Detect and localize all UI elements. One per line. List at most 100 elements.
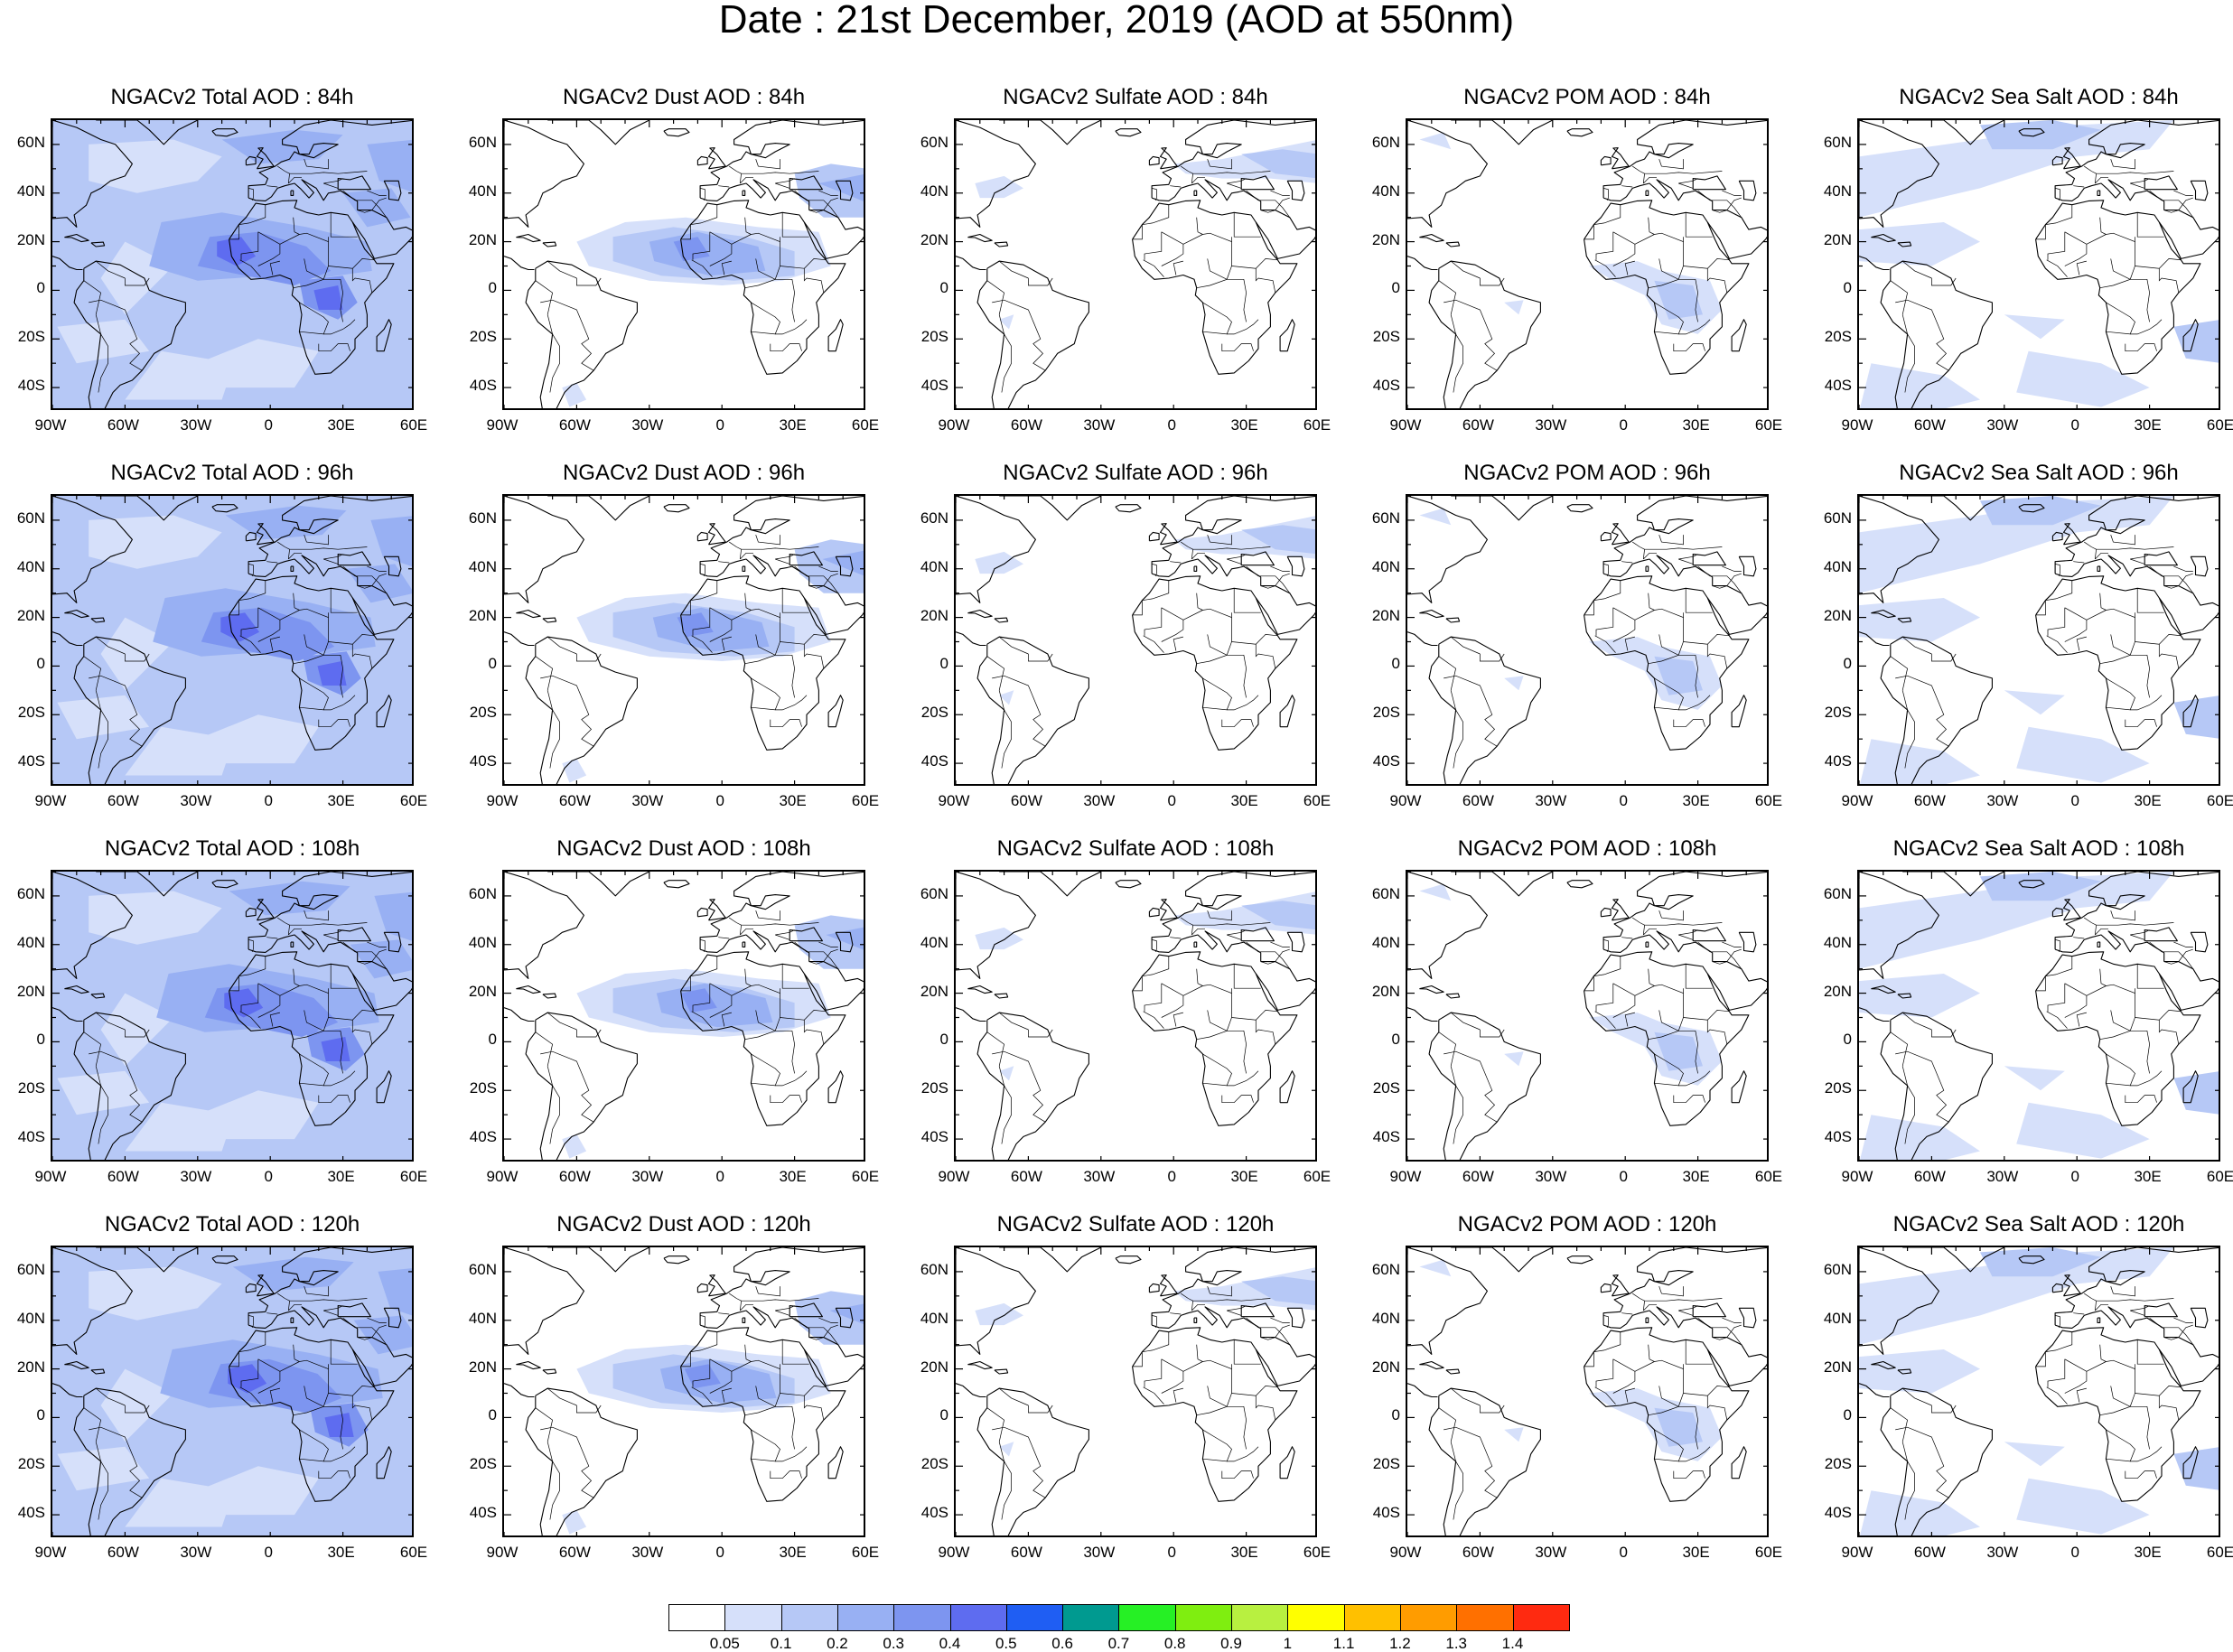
lon-tick-label: 30W (180, 1544, 212, 1561)
country-border (2055, 1315, 2060, 1328)
country-border (547, 1066, 553, 1086)
country-border (700, 188, 705, 201)
aod-contour-region (1980, 872, 2101, 901)
country-border (1624, 636, 1635, 651)
country-border (95, 1066, 101, 1086)
lon-tick-label: 60E (399, 416, 428, 434)
country-border (95, 260, 126, 279)
lat-tick-label: 20S (17, 704, 45, 722)
coastline-arabia (2158, 210, 2219, 259)
coastline-greenland (1902, 872, 2005, 897)
country-border (998, 314, 1004, 334)
lon-tick-label: 60E (1754, 1544, 1783, 1561)
coastline-arabia (803, 585, 864, 635)
country-border (1270, 1317, 1290, 1323)
aod-map-canvas (52, 120, 412, 408)
panel-title: NGACv2 Sea Salt AOD : 96h (1899, 461, 2179, 485)
aod-contour-region (1419, 508, 1452, 526)
colorbar-swatch (780, 1604, 839, 1631)
coastline-madagascar (2182, 319, 2199, 352)
country-border (1270, 565, 1290, 572)
aod-contour-region (1859, 1247, 2174, 1345)
country-border (2110, 634, 2131, 656)
coastline-greenland (96, 120, 199, 145)
coastline-europe-south (2054, 930, 2165, 962)
country-border (1643, 552, 1657, 560)
page-title: Date : 21st December, 2019 (AOD at 550nm… (718, 0, 1515, 42)
country-border (755, 1010, 776, 1031)
country-border (781, 964, 809, 989)
country-border (1890, 656, 1908, 691)
lat-tick-label: 20S (1372, 704, 1400, 722)
country-border (740, 552, 753, 560)
country-border (1450, 1442, 1456, 1461)
country-border (780, 1010, 827, 1021)
country-border (1658, 1010, 1679, 1031)
country-border (2086, 608, 2135, 621)
colorbar-label: 0.05 (709, 1635, 740, 1652)
lat-tick-label: 20S (920, 1079, 948, 1097)
country-border (1221, 1470, 1254, 1479)
lat-tick-label: 20S (920, 328, 948, 346)
lon-tick-label: 90W (486, 1544, 519, 1561)
country-border (98, 1461, 108, 1520)
country-border (1678, 1446, 1711, 1462)
lon-tick-label: 0 (264, 416, 273, 434)
lat-tick-label: 20N (920, 982, 948, 1000)
lon-tick-label: 30W (1535, 1544, 1567, 1561)
country-border (1632, 165, 1645, 184)
aod-contour-region (1859, 120, 2174, 218)
coastline-hispaniola (1445, 1368, 1461, 1375)
country-border (328, 634, 375, 645)
country-border (2173, 941, 2193, 947)
country-border (240, 1358, 259, 1387)
country-border (1722, 565, 1742, 572)
coastline-central-america (1407, 1007, 1438, 1022)
coastline-madagascar (1279, 1070, 1295, 1104)
coastline-north-america (956, 1247, 1036, 1355)
colorbar-label: 1.3 (1445, 1635, 1467, 1652)
coastline-arabia (1706, 585, 1767, 635)
country-borders (1890, 910, 2194, 1144)
coastline-arabia (2158, 585, 2219, 635)
country-border (318, 343, 350, 352)
country-border (89, 1426, 143, 1498)
country-border (547, 1442, 553, 1461)
lat-tick-label: 20S (469, 1079, 497, 1097)
coastline-black-sea (2144, 175, 2178, 191)
coastline-med-islands (1645, 565, 1649, 572)
country-border (998, 690, 1004, 710)
lat-tick-label: 60N (920, 509, 948, 527)
country-border (95, 636, 126, 655)
country-border (1233, 964, 1261, 989)
coastline-britain (1611, 1274, 1630, 1297)
lon-tick-label: 60W (1010, 1168, 1042, 1185)
country-border (367, 190, 387, 196)
country-borders (1890, 534, 2194, 769)
country-border (741, 1298, 819, 1302)
lon-tick-label: 60W (558, 1544, 591, 1561)
lon-tick-label: 60E (1303, 792, 1331, 809)
coastline-madagascar (376, 1070, 392, 1104)
country-border (1196, 1344, 1203, 1362)
axis-ticks (956, 120, 1315, 408)
coastline-hispaniola (1445, 617, 1461, 623)
coastline-black-sea (1240, 1302, 1275, 1318)
coastline-black-sea (1692, 1302, 1726, 1318)
coastline-north-america (1859, 120, 1939, 228)
aod-contour-region (1241, 901, 1315, 930)
country-border (269, 1387, 280, 1403)
coastline-britain (1611, 147, 1630, 170)
country-border (744, 593, 752, 611)
coastline-south-america (1428, 1012, 1541, 1160)
country-borders (1890, 158, 2194, 393)
lat-tick-label: 20N (16, 230, 45, 248)
lon-tick-label: 0 (1619, 416, 1628, 434)
country-border (2163, 1324, 2193, 1340)
country-border (1685, 588, 1713, 613)
country-border (986, 1031, 1004, 1067)
country-border (1152, 1315, 1157, 1328)
coastline-iceland (211, 504, 238, 513)
map-panel-pom-120h (1406, 1246, 1769, 1537)
aod-contour-region (1980, 496, 2101, 526)
